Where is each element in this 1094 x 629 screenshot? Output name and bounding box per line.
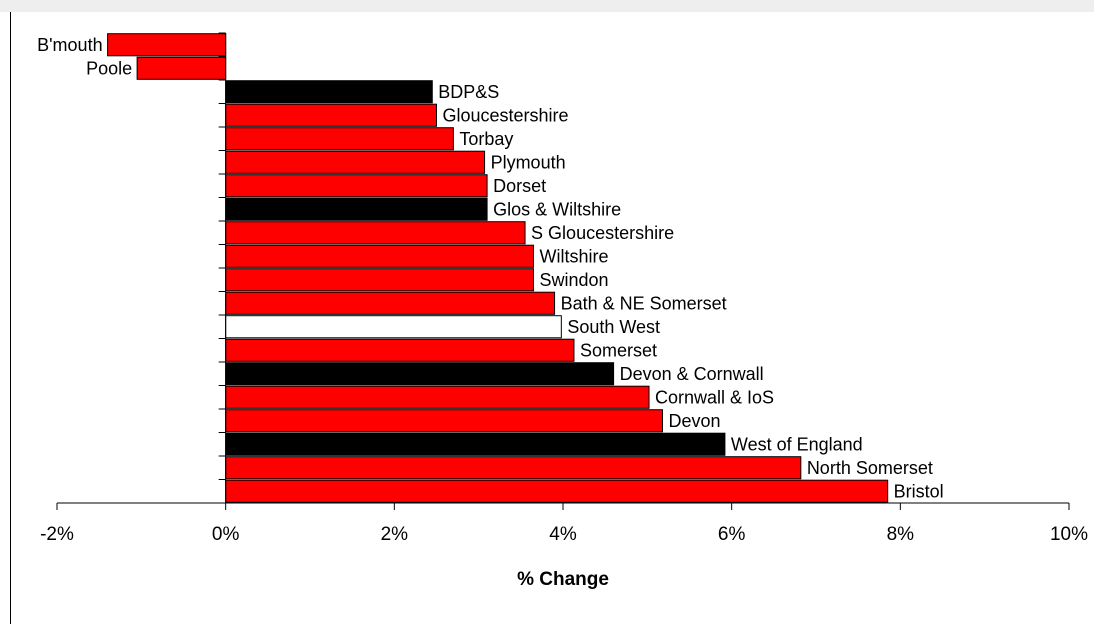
bar-11 <box>225 291 556 315</box>
category-label-15: Cornwall & IoS <box>655 387 774 407</box>
category-label-6: Dorset <box>493 176 546 196</box>
bars-layer <box>107 33 889 503</box>
category-label-1: Poole <box>86 58 132 78</box>
bar-0 <box>107 33 227 57</box>
bar-18 <box>225 456 802 480</box>
bar-9 <box>225 244 534 268</box>
bar-3 <box>225 103 437 127</box>
category-label-7: Glos & Wiltshire <box>493 199 621 219</box>
bar-17 <box>225 432 726 456</box>
category-label-2: BDP&S <box>438 82 499 102</box>
bar-16 <box>225 409 664 433</box>
category-label-4: Torbay <box>459 129 513 149</box>
bar-4 <box>225 127 454 151</box>
category-label-8: S Gloucestershire <box>531 223 674 243</box>
category-label-16: Devon <box>669 411 721 431</box>
bar-15 <box>225 385 650 409</box>
x-tick-label-1: 0% <box>212 524 240 545</box>
bar-12 <box>225 315 562 339</box>
bar-14 <box>225 362 615 386</box>
category-label-5: Plymouth <box>491 152 566 172</box>
x-tick-label-2: 2% <box>381 524 409 545</box>
bar-19 <box>225 479 889 503</box>
bar-6 <box>225 174 488 198</box>
category-label-9: Wiltshire <box>539 246 608 266</box>
bar-7 <box>225 197 488 221</box>
category-label-17: West of England <box>731 434 863 454</box>
x-tick-label-0: -2% <box>40 524 74 545</box>
category-label-10: Swindon <box>539 270 608 290</box>
labels-layer: B'mouth Poole BDP&S Gloucestershire Torbay Pl… <box>37 35 944 502</box>
category-label-3: Gloucestershire <box>443 105 569 125</box>
category-label-19: Bristol <box>894 481 944 501</box>
bar-10 <box>225 268 534 292</box>
x-tick-label-5: 8% <box>887 524 915 545</box>
bar-1 <box>136 56 227 80</box>
category-label-14: Devon & Cornwall <box>620 364 764 384</box>
category-label-0: B'mouth <box>37 35 102 55</box>
bar-13 <box>225 338 575 362</box>
category-label-18: North Somerset <box>807 458 933 478</box>
bar-2 <box>225 80 433 104</box>
axis-layer: -2% 0% 2% 4% 6% 8% 10% <box>40 32 1088 545</box>
category-label-13: Somerset <box>580 340 657 360</box>
bar-5 <box>225 150 486 174</box>
x-tick-label-4: 6% <box>718 524 746 545</box>
category-label-12: South West <box>567 317 660 337</box>
bar-8 <box>225 221 526 245</box>
x-tick-label-6: 10% <box>1050 524 1088 545</box>
category-label-11: Bath & NE Somerset <box>561 293 727 313</box>
top-strip <box>0 0 1094 12</box>
x-tick-label-3: 4% <box>549 524 577 545</box>
x-axis-title: % Change <box>517 569 609 590</box>
